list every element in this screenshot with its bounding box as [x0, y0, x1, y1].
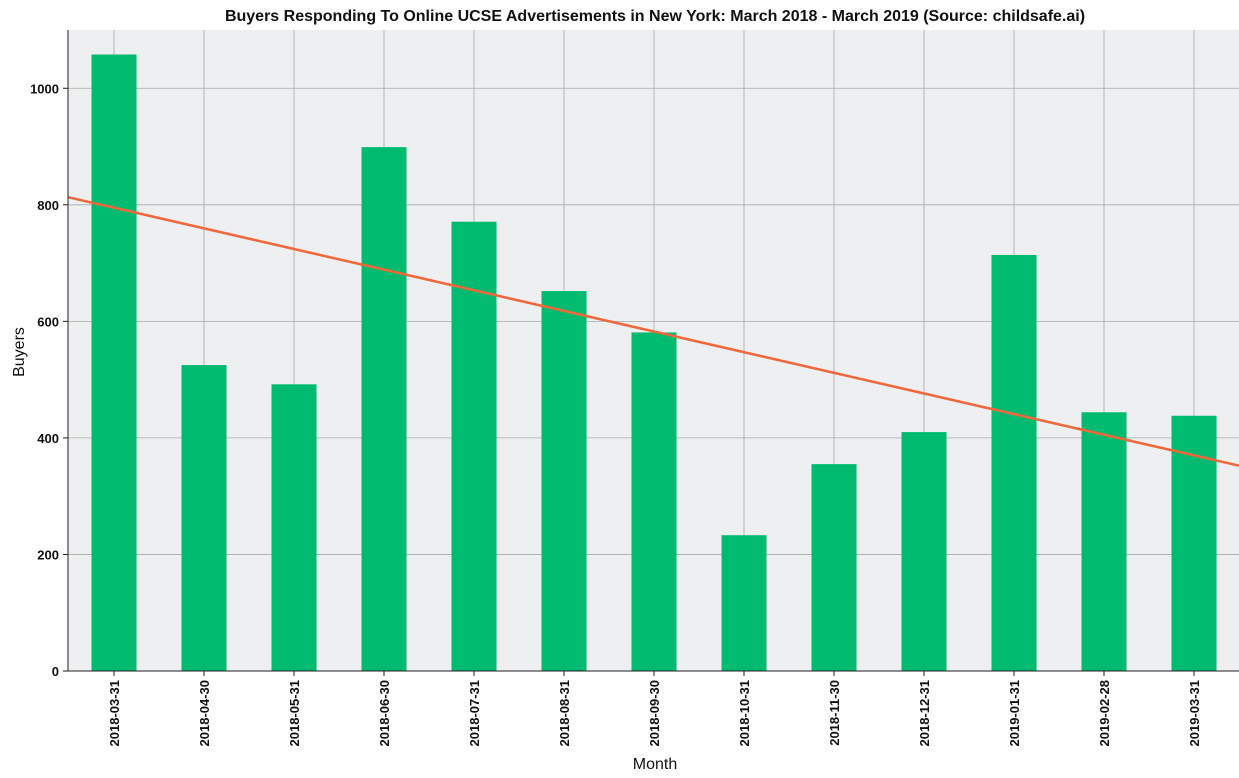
y-tick-label: 1000 [30, 81, 59, 96]
x-tick-label: 2018-04-30 [197, 680, 212, 747]
trend-line-group [67, 195, 1239, 467]
x-tick-label: 2018-08-31 [557, 680, 572, 747]
bar [91, 54, 137, 671]
y-axis-label: Buyers [11, 327, 28, 377]
bar [181, 365, 227, 671]
x-tick-label: 2018-07-31 [467, 680, 482, 747]
bar [541, 291, 587, 671]
y-axis-ticks: 0 200 400 600 800 1000 [30, 81, 68, 679]
bar [271, 384, 317, 671]
x-tick-label: 2018-11-30 [827, 680, 842, 746]
x-axis-ticks: 2018-03-31 2018-04-30 2018-05-31 2018-06-30… [107, 671, 1202, 747]
x-tick-label: 2018-09-30 [647, 680, 662, 747]
x-tick-label: 2018-03-31 [107, 680, 122, 747]
x-tick-label: 2018-12-31 [917, 680, 932, 747]
bar [811, 464, 857, 671]
trend-line [67, 195, 1239, 467]
y-tick-label: 800 [37, 198, 59, 213]
bar [901, 432, 947, 671]
bar [451, 221, 497, 671]
y-tick-label: 200 [37, 547, 59, 562]
bar [721, 535, 767, 671]
x-tick-label: 2019-03-31 [1187, 680, 1202, 747]
bar [631, 332, 677, 671]
chart-title: Buyers Responding To Online UCSE Adverti… [225, 8, 1085, 25]
bar [361, 147, 407, 672]
bar [1081, 412, 1127, 671]
x-axis-label: Month [633, 756, 677, 773]
x-tick-label: 2018-06-30 [377, 680, 392, 747]
bar [991, 254, 1037, 671]
bar [1171, 415, 1217, 671]
y-tick-label: 600 [37, 314, 59, 329]
x-tick-label: 2019-01-31 [1007, 680, 1022, 747]
x-tick-label: 2019-02-28 [1097, 680, 1112, 747]
y-tick-label: 400 [37, 431, 59, 446]
x-tick-label: 2018-10-31 [737, 680, 752, 747]
y-tick-label: 0 [52, 664, 59, 679]
x-tick-label: 2018-05-31 [287, 680, 302, 747]
